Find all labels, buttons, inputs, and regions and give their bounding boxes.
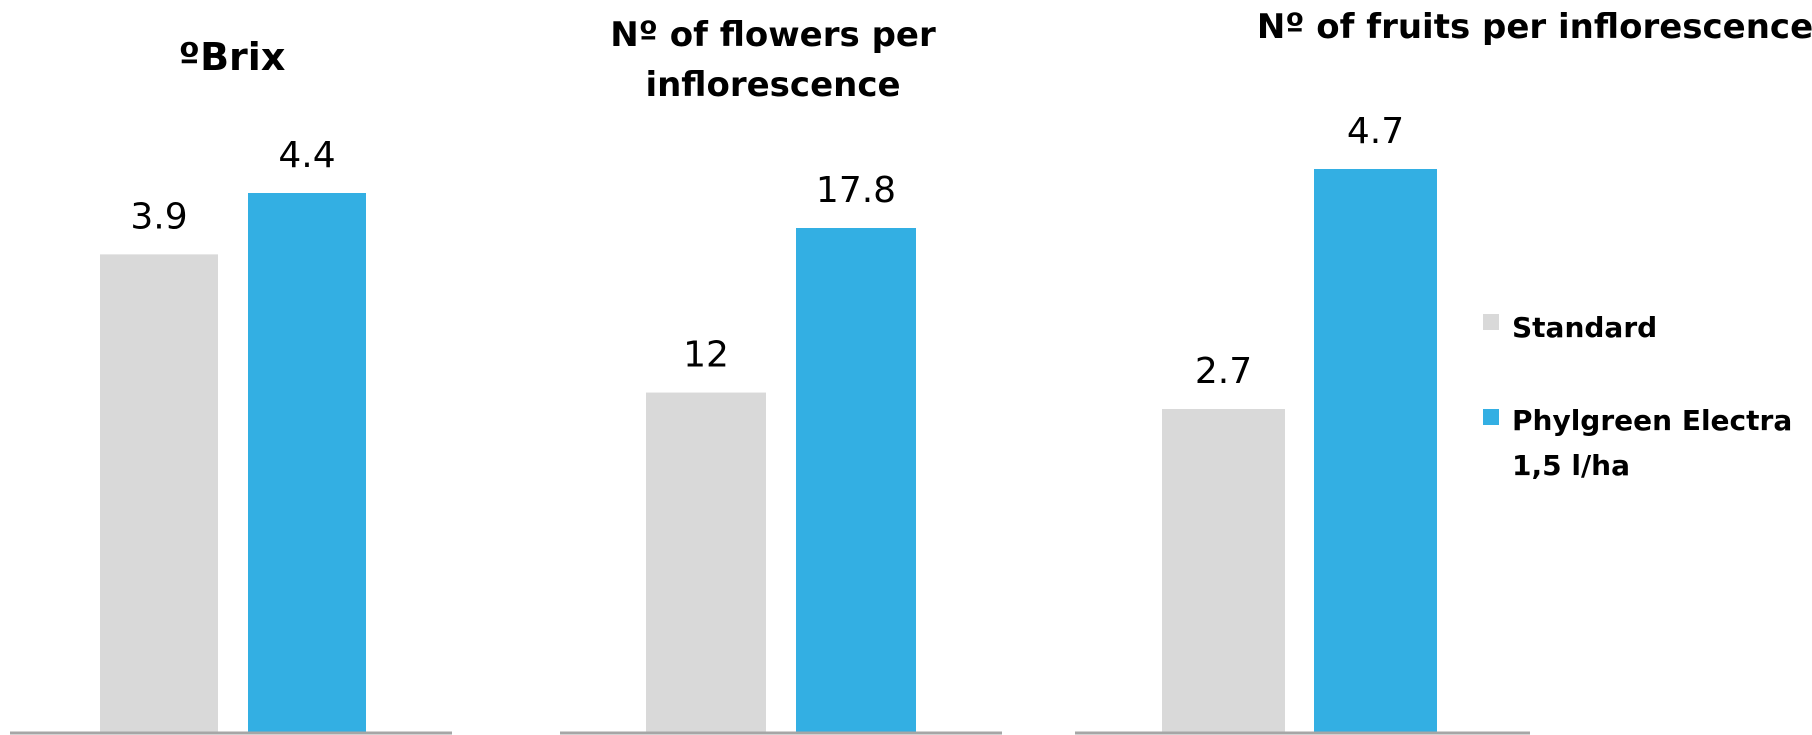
bars-flowers: 12 17.8 xyxy=(646,170,916,733)
chart-title-brix: ºBrix xyxy=(179,35,286,79)
panel-fruits: Nº of fruits per inflorescence 2.7 4.7 xyxy=(1075,7,1812,735)
legend-label-standard: Standard xyxy=(1512,311,1657,344)
data-label-phylgreen: 17.8 xyxy=(816,170,896,211)
data-label-phylgreen: 4.7 xyxy=(1347,111,1404,152)
chart-title-flowers: Nº of flowers per inflorescence xyxy=(610,15,936,105)
legend-label-phylgreen-line1: Phylgreen Electra xyxy=(1512,404,1792,437)
bars-brix: 3.9 4.4 xyxy=(100,135,366,733)
bar-standard xyxy=(646,392,766,733)
data-label-standard: 3.9 xyxy=(130,196,187,237)
chart-title-flowers-line-1: Nº of flowers per xyxy=(610,15,936,55)
chart-title-fruits: Nº of fruits per inflorescence xyxy=(1257,7,1812,47)
bar-phylgreen xyxy=(796,228,916,733)
legend-swatch-standard xyxy=(1483,314,1499,330)
data-label-standard: 12 xyxy=(683,335,729,376)
chart-title-flowers-line-2: inflorescence xyxy=(645,65,900,105)
bar-standard xyxy=(1162,409,1285,733)
bars-fruits: 2.7 4.7 xyxy=(1162,111,1437,733)
panel-flowers: Nº of flowers per inflorescence 12 17.8 xyxy=(560,15,1002,735)
bar-phylgreen xyxy=(248,193,366,733)
legend-swatch-phylgreen xyxy=(1483,409,1499,425)
data-label-standard: 2.7 xyxy=(1195,351,1252,392)
bar-phylgreen xyxy=(1314,169,1437,733)
panel-brix: ºBrix 3.9 4.4 xyxy=(10,35,452,735)
legend-label-phylgreen-line2: 1,5 l/ha xyxy=(1512,449,1630,482)
legend: Standard Phylgreen Electra 1,5 l/ha xyxy=(1483,311,1792,482)
data-label-phylgreen: 4.4 xyxy=(278,135,335,176)
bar-standard xyxy=(100,254,218,733)
